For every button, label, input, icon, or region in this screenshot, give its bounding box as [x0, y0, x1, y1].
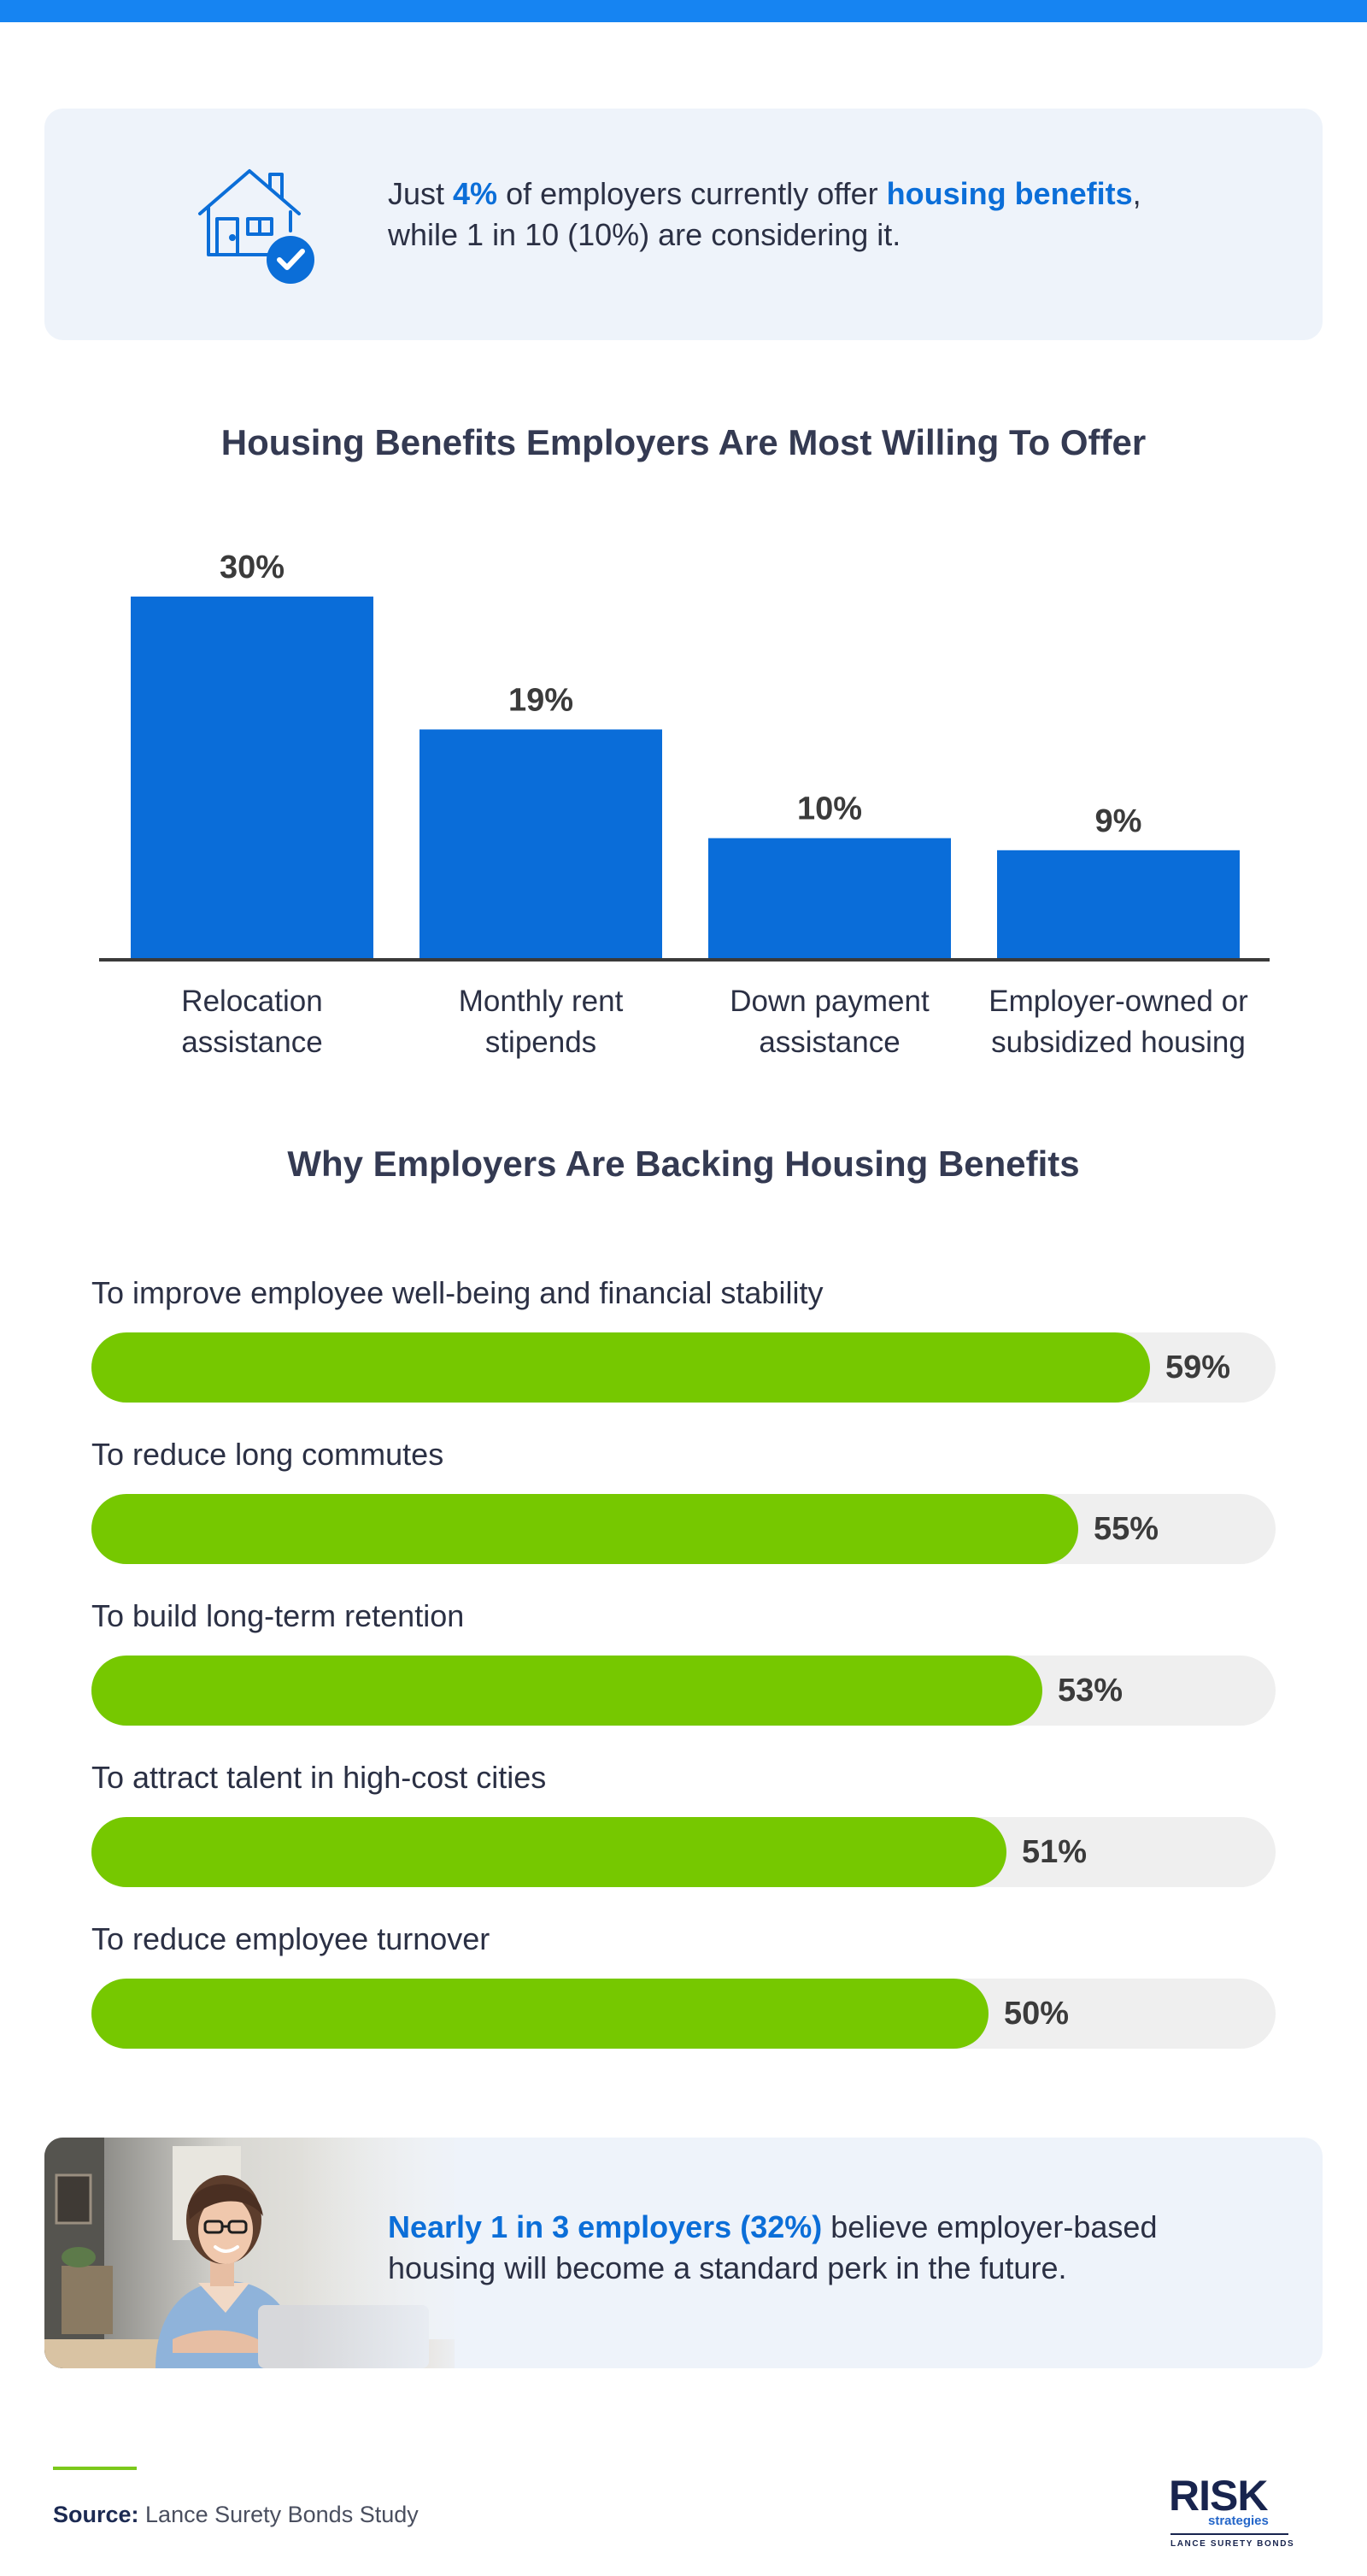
reason-bar-track-0: [91, 1332, 1276, 1403]
housing-benefits-bar-chart: 30% Relocation assistance 19% Monthly rent st…: [99, 550, 1270, 1059]
house-check-icon: [198, 169, 314, 284]
reason-bar-track-3: [91, 1817, 1276, 1887]
photo-card: [44, 2138, 1323, 2368]
stat-highlight-percent: 4%: [453, 176, 498, 211]
chart-title-willing: Housing Benefits Employers Are Most Will…: [220, 422, 1147, 462]
photo-card-highlight: Nearly 1 in 3 employers (32%): [388, 2209, 823, 2244]
reason-row-1: To reduce long commutes 55%: [91, 1435, 1276, 1564]
bar-2: [708, 838, 951, 959]
bar-value-label-3: 9%: [1095, 803, 1142, 839]
stat-card: [44, 109, 1323, 340]
bar-category-label-2-1: assistance: [759, 1026, 900, 1059]
photo-fade-overlay: [301, 2138, 472, 2368]
reason-bar-track-2: [91, 1656, 1276, 1726]
top-accent-stripe: [0, 0, 1367, 22]
bar-0: [131, 597, 373, 959]
bar-category-label-2-0: Down payment: [730, 985, 930, 1018]
bar-category-label-1-1: stipends: [485, 1026, 596, 1059]
reason-label-4: To reduce employee turnover: [91, 1921, 490, 1956]
reason-row-2: To build long-term retention 53%: [91, 1597, 1276, 1726]
reason-bar-fill-3: [91, 1817, 1006, 1887]
reason-label-3: To attract talent in high-cost cities: [91, 1760, 547, 1795]
bar-category-label-3-1: subsidized housing: [991, 1026, 1246, 1059]
bar-category-label-1-0: Monthly rent: [459, 985, 624, 1018]
reason-label-2: To build long-term retention: [91, 1598, 465, 1633]
reason-value-label-1: 55%: [1094, 1511, 1159, 1547]
photo-card-text: Nearly 1 in 3 employers (32%) believe em…: [388, 2209, 1158, 2285]
reason-value-label-2: 53%: [1058, 1673, 1124, 1709]
reason-bar-track-4: [91, 1979, 1276, 2049]
bar-3: [997, 850, 1240, 959]
reason-value-label-4: 50%: [1004, 1996, 1070, 2032]
reason-bar-fill-4: [91, 1979, 989, 2049]
source-divider: [53, 2467, 137, 2470]
bar-category-label-3-0: Employer-owned or: [989, 985, 1248, 1018]
bar-1: [419, 729, 662, 959]
reason-value-label-0: 59%: [1165, 1350, 1231, 1385]
bar-value-label-1: 19%: [508, 682, 573, 718]
reason-bar-track-1: [91, 1494, 1276, 1564]
reason-bar-fill-0: [91, 1332, 1150, 1403]
bar-value-label-0: 30%: [220, 550, 285, 585]
reason-label-1: To reduce long commutes: [91, 1437, 444, 1472]
reason-row-0: To improve employee well-being and finan…: [91, 1273, 1276, 1403]
reason-row-4: To reduce employee turnover 50%: [91, 1920, 1276, 2049]
reason-bar-fill-1: [91, 1494, 1078, 1564]
bar-category-label-0-0: Relocation: [181, 985, 322, 1018]
reason-label-0: To improve employee well-being and finan…: [91, 1275, 824, 1310]
chart-title-backing: Why Employers Are Backing Housing Benefi…: [287, 1144, 1080, 1184]
bar-value-label-2: 10%: [797, 791, 862, 827]
source-note: Source: Lance Surety Bonds Study: [53, 2502, 419, 2527]
stat-text: Just 4% of employers currently offer hou…: [388, 176, 1141, 252]
reason-bar-fill-2: [91, 1656, 1042, 1726]
risk-strategies-logo: RISK strategies LANCE SURETY BONDS: [1169, 2472, 1295, 2549]
reason-row-3: To attract talent in high-cost cities 51%: [91, 1758, 1276, 1887]
stat-highlight-benefits: housing benefits: [886, 176, 1133, 211]
bar-category-label-0-1: assistance: [181, 1026, 322, 1059]
reason-value-label-3: 51%: [1022, 1834, 1088, 1870]
